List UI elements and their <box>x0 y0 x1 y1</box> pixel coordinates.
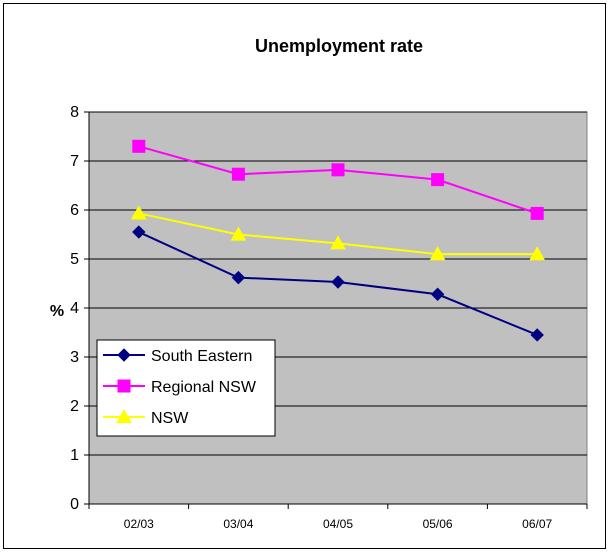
x-tick-label-05-06: 05/06 <box>423 517 453 531</box>
legend-label-nsw: NSW <box>151 410 189 427</box>
legend-marker-regional-nsw <box>117 379 131 393</box>
chart-title: Unemployment rate <box>255 36 423 56</box>
y-tick-label-7: 7 <box>70 153 79 170</box>
x-tick-label-06-07: 06/07 <box>522 517 552 531</box>
legend-marker-south-eastern <box>117 348 131 362</box>
data-point-regional-nsw-1 <box>231 167 245 181</box>
data-point-south-eastern-4 <box>530 328 544 342</box>
x-tick-label-04-05: 04/05 <box>323 517 353 531</box>
y-axis-label: % <box>50 303 64 320</box>
y-tick-label-1: 1 <box>70 447 79 464</box>
data-point-regional-nsw-4 <box>530 206 544 220</box>
data-point-nsw-1 <box>230 226 247 241</box>
data-point-regional-nsw-3 <box>431 173 445 187</box>
data-point-south-eastern-1 <box>231 270 246 285</box>
data-point-regional-nsw-0 <box>132 139 146 153</box>
legend-label-regional-nsw: Regional NSW <box>151 379 257 396</box>
y-tick-label-8: 8 <box>70 104 79 121</box>
legend-marker-nsw <box>116 408 132 424</box>
data-point-south-eastern-2 <box>331 275 345 289</box>
data-point-south-eastern-0 <box>132 225 146 239</box>
y-tick-label-3: 3 <box>70 349 79 366</box>
x-tick-label-02-03: 02/03 <box>124 517 154 531</box>
y-tick-label-6: 6 <box>70 202 79 219</box>
data-point-nsw-4 <box>529 246 546 261</box>
data-point-nsw-3 <box>429 246 446 261</box>
data-point-nsw-2 <box>330 235 346 250</box>
y-tick-label-0: 0 <box>70 496 79 513</box>
data-point-regional-nsw-2 <box>331 163 345 177</box>
legend-label-south-eastern: South Eastern <box>151 348 252 365</box>
x-tick-label-03-04: 03/04 <box>223 517 253 531</box>
data-point-nsw-0 <box>130 205 147 220</box>
y-tick-label-2: 2 <box>70 398 79 415</box>
data-point-south-eastern-3 <box>430 287 445 301</box>
y-tick-label-5: 5 <box>70 251 79 268</box>
y-tick-label-4: 4 <box>70 300 79 317</box>
